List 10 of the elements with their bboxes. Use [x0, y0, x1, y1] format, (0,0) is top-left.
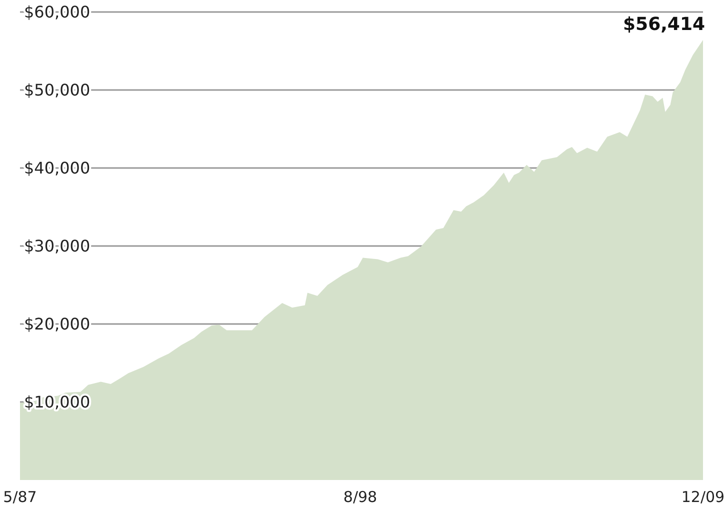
y-tick-label: $20,000: [24, 314, 90, 334]
y-tick-label: $10,000: [24, 392, 90, 412]
annotation: $56,414: [623, 14, 705, 35]
y-tick-label: $40,000: [24, 158, 90, 178]
y-tick-label: $30,000: [24, 236, 90, 256]
x-tick-label: 5/87: [3, 488, 37, 506]
x-tick-label: 12/09: [681, 488, 725, 506]
x-tick-label: 8/98: [343, 488, 378, 506]
y-tick-label: $60,000: [24, 2, 90, 22]
y-tick-label: $50,000: [24, 80, 90, 100]
